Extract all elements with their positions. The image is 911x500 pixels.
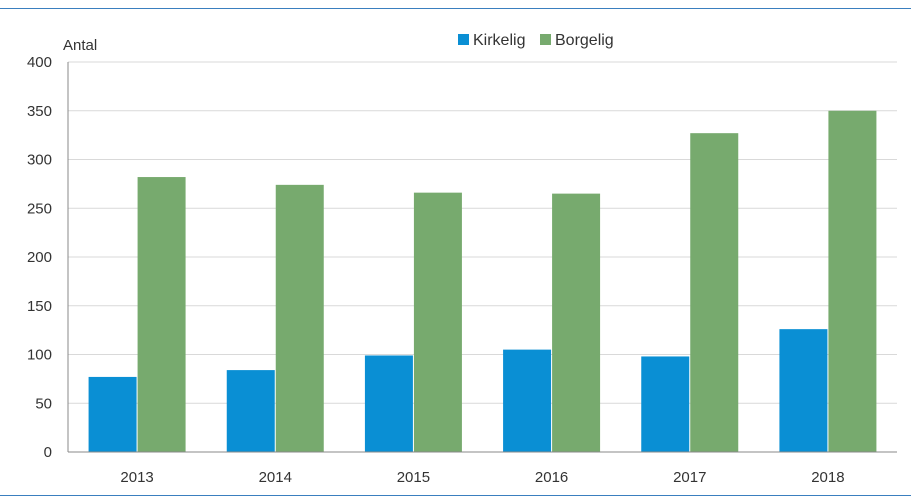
y-tick-label: 200: [27, 249, 52, 266]
bar-kirkelig-2017: [641, 356, 690, 452]
y-axis-title: Antal: [63, 37, 97, 54]
legend-swatch-kirkelig: [458, 34, 469, 45]
y-tick-label: 0: [44, 444, 52, 461]
x-tick-label: 2016: [535, 469, 568, 486]
bar-borgelig-2014: [275, 184, 324, 452]
x-tick-label: 2014: [259, 469, 292, 486]
bar-borgelig-2018: [828, 110, 877, 452]
bar-borgelig-2016: [552, 193, 601, 452]
legend-swatch-borgelig: [540, 34, 551, 45]
bar-kirkelig-2013: [88, 376, 137, 452]
top-rule: [0, 8, 911, 9]
y-tick-label: 150: [27, 298, 52, 315]
y-tick-label: 100: [27, 347, 52, 364]
legend-label-borgelig: Borgelig: [555, 32, 614, 49]
bar-kirkelig-2015: [364, 355, 413, 452]
bar-borgelig-2015: [413, 192, 462, 452]
y-tick-label: 250: [27, 200, 52, 217]
y-tick-label: 350: [27, 103, 52, 120]
bar-kirkelig-2014: [226, 370, 275, 452]
bar-borgelig-2017: [690, 133, 739, 453]
x-tick-label: 2017: [673, 469, 706, 486]
y-tick-label: 300: [27, 152, 52, 169]
bar-kirkelig-2018: [779, 329, 828, 452]
bottom-rule: [0, 495, 911, 496]
y-tick-label: 50: [35, 395, 52, 412]
x-tick-label: 2013: [120, 469, 153, 486]
bar-kirkelig-2016: [503, 349, 552, 452]
legend-label-kirkelig: Kirkelig: [473, 32, 525, 49]
bar-borgelig-2013: [137, 177, 186, 453]
y-tick-label: 400: [27, 54, 52, 71]
x-tick-label: 2018: [811, 469, 844, 486]
x-tick-label: 2015: [397, 469, 430, 486]
